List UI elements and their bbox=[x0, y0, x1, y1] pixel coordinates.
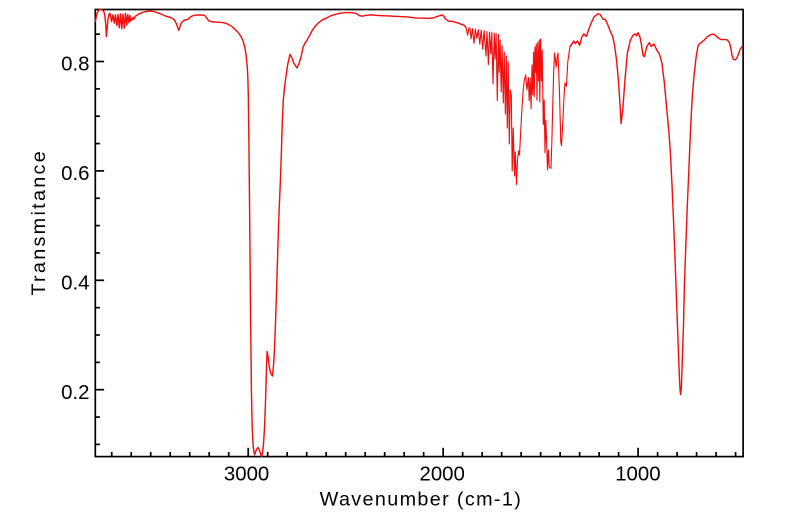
svg-text:Transmitance: Transmitance bbox=[28, 149, 50, 296]
svg-text:0.2: 0.2 bbox=[61, 382, 89, 404]
svg-text:1000: 1000 bbox=[615, 464, 660, 486]
svg-text:0.8: 0.8 bbox=[61, 54, 89, 76]
svg-text:0.4: 0.4 bbox=[61, 272, 89, 294]
svg-text:Wavenumber (cm-1): Wavenumber (cm-1) bbox=[320, 488, 522, 510]
svg-text:0.6: 0.6 bbox=[61, 163, 89, 185]
svg-text:3000: 3000 bbox=[224, 464, 269, 486]
svg-text:2000: 2000 bbox=[420, 464, 465, 486]
